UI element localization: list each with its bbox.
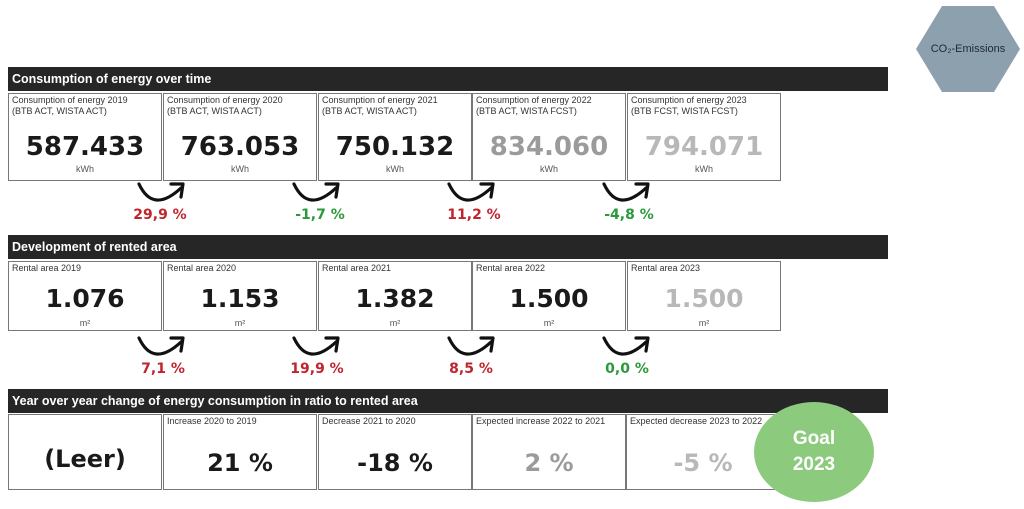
card-label: Rental area 2019	[12, 263, 82, 273]
rental-card-2022[interactable]: Rental area 2022 1.500 m²	[472, 261, 626, 331]
section-header-yoy-ratio: Year over year change of energy consumpt…	[8, 389, 888, 413]
card-label: Expected increase 2022 to 2021	[476, 416, 606, 426]
card-unit: m²	[389, 318, 401, 328]
co2-emissions-button[interactable]: CO₂-Emissions	[916, 6, 1020, 92]
ratio-card-2020-2019[interactable]: Increase 2020 to 2019 21 %	[163, 414, 317, 490]
goal-2023-badge[interactable]: Goal 2023	[754, 402, 874, 502]
card-label: Consumption of energy 2022 (BTB ACT, WIS…	[476, 95, 592, 116]
card-label: Rental area 2022	[476, 263, 546, 273]
card-label: Consumption of energy 2023 (BTB FCST, WI…	[631, 95, 747, 116]
card-label: Rental area 2023	[631, 263, 701, 273]
ratio-card-empty[interactable]: (Leer)	[8, 414, 162, 490]
area-change-2020-2021: 19,9 %	[290, 361, 344, 377]
card-value: (Leer)	[44, 445, 126, 473]
ratio-card-2022-2021[interactable]: Expected increase 2022 to 2021 2 %	[472, 414, 626, 490]
area-change-2021-2022: 8,5 %	[449, 361, 493, 377]
card-value: 1.153	[200, 284, 280, 313]
card-unit: kWh	[76, 164, 94, 174]
energy-card-2019[interactable]: Consumption of energy 2019 (BTB ACT, WIS…	[8, 93, 162, 181]
card-label: Decrease 2021 to 2020	[322, 416, 416, 426]
goal-label: Goal	[792, 428, 836, 449]
rental-card-2021[interactable]: Rental area 2021 1.382 m²	[318, 261, 472, 331]
card-value: 750.132	[335, 132, 455, 162]
section-header-energy-consumption: Consumption of energy over time	[8, 67, 888, 91]
card-value: 834.060	[489, 132, 609, 162]
card-unit: kWh	[540, 164, 558, 174]
card-label: Increase 2020 to 2019	[167, 416, 257, 426]
rental-card-2020[interactable]: Rental area 2020 1.153 m²	[163, 261, 317, 331]
rental-card-2019[interactable]: Rental area 2019 1.076 m²	[8, 261, 162, 331]
card-unit: m²	[234, 318, 246, 328]
card-label: Expected decrease 2023 to 2022	[630, 416, 763, 426]
goal-year: 2023	[792, 454, 836, 475]
card-label: Consumption of energy 2021 (BTB ACT, WIS…	[322, 95, 438, 116]
card-value: 1.500	[509, 284, 589, 313]
card-value: 1.076	[45, 284, 125, 313]
card-label: Rental area 2021	[322, 263, 392, 273]
card-value: 763.053	[180, 132, 300, 162]
section-header-rented-area: Development of rented area	[8, 235, 888, 259]
card-value: 1.500	[664, 284, 744, 313]
card-label: Rental area 2020	[167, 263, 237, 273]
card-unit: kWh	[231, 164, 249, 174]
energy-card-2021[interactable]: Consumption of energy 2021 (BTB ACT, WIS…	[318, 93, 472, 181]
energy-change-2020-2021: -1,7 %	[295, 207, 345, 223]
card-value: 2 %	[524, 449, 574, 477]
ratio-card-2021-2020[interactable]: Decrease 2021 to 2020 -18 %	[318, 414, 472, 490]
energy-change-2021-2022: 11,2 %	[447, 207, 501, 223]
card-value: 587.433	[25, 132, 145, 162]
card-unit: m²	[543, 318, 555, 328]
rental-card-2023[interactable]: Rental area 2023 1.500 m²	[627, 261, 781, 331]
energy-card-2020[interactable]: Consumption of energy 2020 (BTB ACT, WIS…	[163, 93, 317, 181]
card-value: 1.382	[355, 284, 435, 313]
card-value: -18 %	[357, 449, 433, 477]
card-unit: kWh	[695, 164, 713, 174]
card-unit: kWh	[386, 164, 404, 174]
card-value: 21 %	[207, 449, 273, 477]
area-change-2019-2020: 7,1 %	[141, 361, 185, 377]
card-label: Consumption of energy 2019 (BTB ACT, WIS…	[12, 95, 128, 116]
energy-change-2022-2023: -4,8 %	[604, 207, 654, 223]
card-label: Consumption of energy 2020 (BTB ACT, WIS…	[167, 95, 283, 116]
energy-card-2022[interactable]: Consumption of energy 2022 (BTB ACT, WIS…	[472, 93, 626, 181]
energy-change-2019-2020: 29,9 %	[133, 207, 187, 223]
card-value: -5 %	[673, 449, 733, 477]
card-unit: m²	[698, 318, 710, 328]
card-unit: m²	[79, 318, 91, 328]
card-value: 794.071	[644, 132, 764, 162]
area-change-2022-2023: 0,0 %	[605, 361, 649, 377]
energy-card-2023[interactable]: Consumption of energy 2023 (BTB FCST, WI…	[627, 93, 781, 181]
co2-emissions-label: CO₂-Emissions	[930, 43, 1006, 55]
